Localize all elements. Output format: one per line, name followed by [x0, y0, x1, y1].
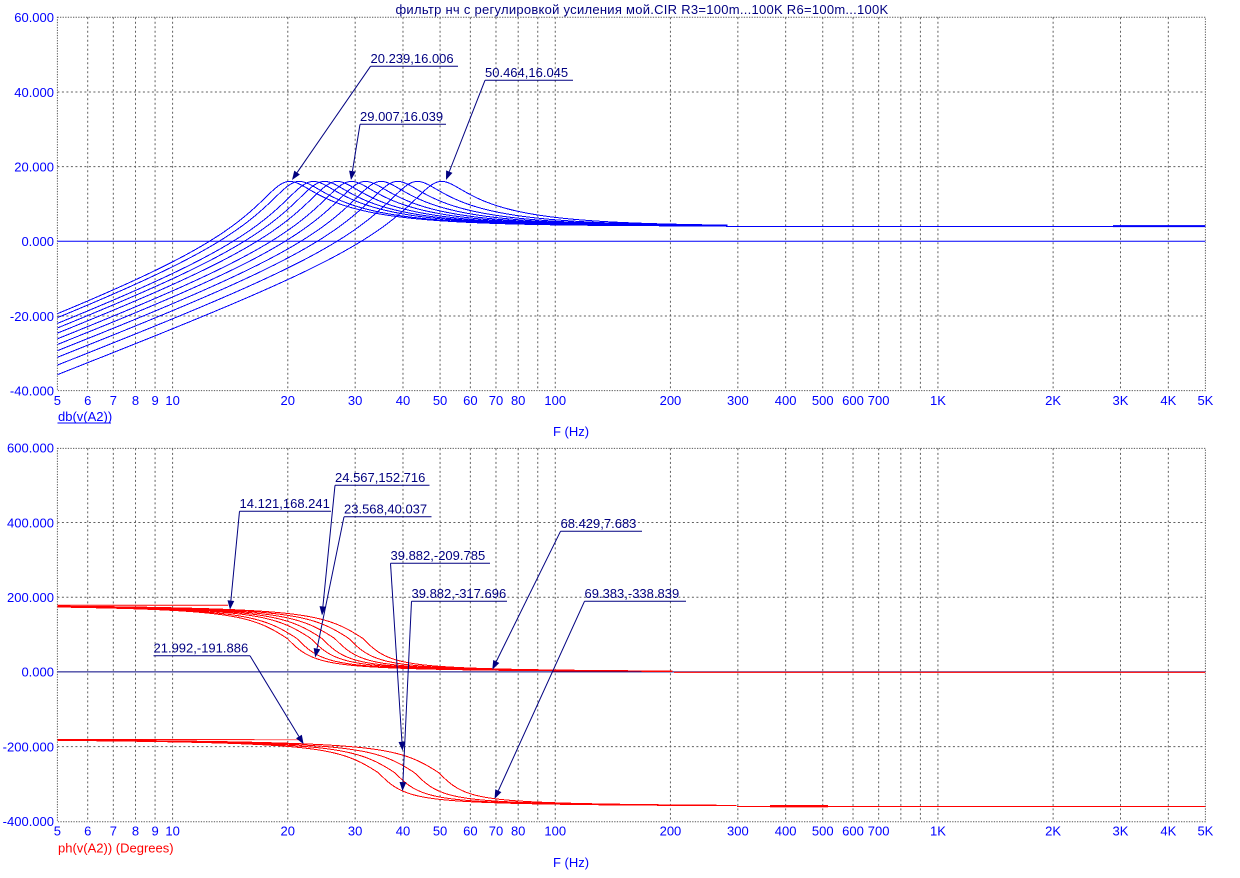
svg-text:600: 600 — [842, 824, 864, 839]
svg-text:F (Hz): F (Hz) — [553, 855, 589, 870]
svg-text:400: 400 — [775, 393, 797, 408]
svg-text:700: 700 — [868, 824, 890, 839]
svg-text:20.000: 20.000 — [14, 159, 54, 174]
svg-text:200: 200 — [660, 824, 682, 839]
svg-text:29.007,16.039: 29.007,16.039 — [360, 109, 443, 124]
svg-text:600: 600 — [842, 393, 864, 408]
svg-text:2K: 2K — [1045, 393, 1061, 408]
svg-text:-40.000: -40.000 — [10, 383, 54, 398]
svg-text:7: 7 — [110, 824, 117, 839]
svg-text:5K: 5K — [1197, 393, 1213, 408]
svg-text:40.000: 40.000 — [14, 85, 54, 100]
svg-text:-20.000: -20.000 — [10, 309, 54, 324]
svg-text:69.383,-338.839: 69.383,-338.839 — [585, 586, 680, 601]
svg-text:6: 6 — [84, 393, 91, 408]
svg-text:300: 300 — [727, 824, 749, 839]
svg-text:60: 60 — [463, 393, 477, 408]
svg-text:db(v(A2)): db(v(A2)) — [58, 409, 112, 424]
svg-text:400.000: 400.000 — [7, 515, 54, 530]
svg-text:600.000: 600.000 — [7, 441, 54, 456]
svg-text:3K: 3K — [1113, 393, 1129, 408]
svg-text:60: 60 — [463, 824, 477, 839]
svg-text:5: 5 — [54, 393, 61, 408]
svg-text:ph(v(A2)) (Degrees): ph(v(A2)) (Degrees) — [58, 841, 174, 856]
svg-text:70: 70 — [489, 393, 503, 408]
svg-text:фильтр нч с регулировкой усиле: фильтр нч с регулировкой усиления мой.CI… — [395, 2, 888, 17]
svg-text:80: 80 — [511, 824, 525, 839]
svg-text:1K: 1K — [930, 393, 946, 408]
svg-text:10: 10 — [165, 824, 179, 839]
svg-text:100: 100 — [544, 824, 566, 839]
svg-text:10: 10 — [165, 393, 179, 408]
svg-text:500: 500 — [812, 393, 834, 408]
svg-text:9: 9 — [151, 393, 158, 408]
svg-text:39.882,-317.696: 39.882,-317.696 — [412, 586, 507, 601]
svg-text:21.992,-191.886: 21.992,-191.886 — [154, 641, 249, 656]
svg-text:100: 100 — [544, 393, 566, 408]
svg-text:5K: 5K — [1197, 824, 1213, 839]
svg-text:0.000: 0.000 — [21, 665, 54, 680]
svg-text:200: 200 — [660, 393, 682, 408]
svg-text:2K: 2K — [1045, 824, 1061, 839]
svg-text:80: 80 — [511, 393, 525, 408]
svg-text:40: 40 — [396, 824, 410, 839]
svg-text:5: 5 — [54, 824, 61, 839]
svg-text:20.239,16.006: 20.239,16.006 — [371, 51, 454, 66]
svg-text:39.882,-209.785: 39.882,-209.785 — [391, 548, 486, 563]
svg-text:60.000: 60.000 — [14, 10, 54, 25]
svg-text:50: 50 — [433, 393, 447, 408]
svg-text:6: 6 — [84, 824, 91, 839]
svg-text:3K: 3K — [1113, 824, 1129, 839]
svg-text:500: 500 — [812, 824, 834, 839]
svg-text:14.121,168.241: 14.121,168.241 — [240, 496, 330, 511]
svg-text:8: 8 — [132, 824, 139, 839]
svg-text:70: 70 — [489, 824, 503, 839]
svg-text:300: 300 — [727, 393, 749, 408]
svg-text:F (Hz): F (Hz) — [553, 424, 589, 439]
svg-text:-400.000: -400.000 — [3, 814, 54, 829]
svg-text:4K: 4K — [1160, 393, 1176, 408]
svg-text:8: 8 — [132, 393, 139, 408]
svg-text:-200.000: -200.000 — [3, 739, 54, 754]
svg-text:7: 7 — [110, 393, 117, 408]
svg-text:24.567,152.716: 24.567,152.716 — [335, 470, 425, 485]
svg-text:9: 9 — [151, 824, 158, 839]
svg-text:200.000: 200.000 — [7, 590, 54, 605]
svg-text:0.000: 0.000 — [21, 234, 54, 249]
svg-text:40: 40 — [396, 393, 410, 408]
svg-text:30: 30 — [348, 393, 362, 408]
svg-text:30: 30 — [348, 824, 362, 839]
svg-text:700: 700 — [868, 393, 890, 408]
svg-text:68.429,7.683: 68.429,7.683 — [561, 516, 637, 531]
svg-text:50.464,16.045: 50.464,16.045 — [485, 65, 568, 80]
svg-text:23.568,40.037: 23.568,40.037 — [344, 502, 427, 517]
svg-text:1K: 1K — [930, 824, 946, 839]
svg-text:4K: 4K — [1160, 824, 1176, 839]
svg-text:20: 20 — [281, 393, 295, 408]
svg-text:50: 50 — [433, 824, 447, 839]
svg-text:20: 20 — [281, 824, 295, 839]
svg-text:400: 400 — [775, 824, 797, 839]
